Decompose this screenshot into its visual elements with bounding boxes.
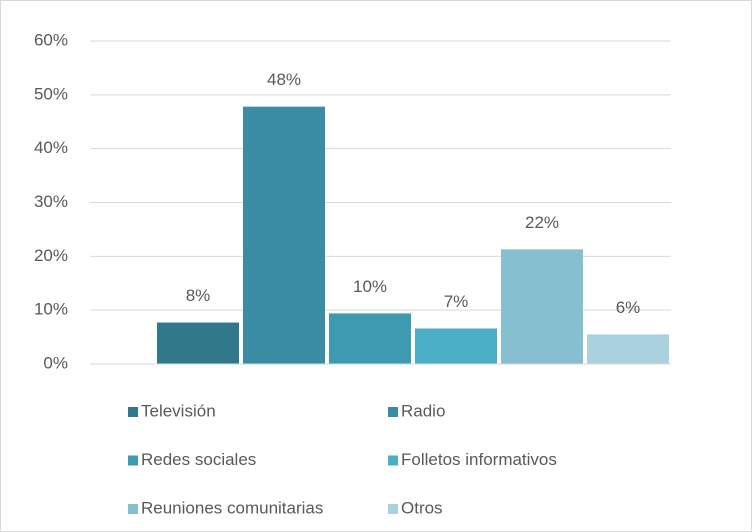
y-tick-label: 60% bbox=[34, 30, 68, 49]
legend-swatch bbox=[128, 504, 138, 514]
legend-swatch bbox=[128, 455, 138, 466]
data-label: 8% bbox=[186, 286, 211, 305]
bar bbox=[587, 334, 669, 364]
legend-label: Televisión bbox=[141, 401, 216, 420]
bar bbox=[329, 313, 411, 364]
legend-label: Folletos informativos bbox=[401, 450, 557, 469]
legend-label: Otros bbox=[401, 498, 443, 517]
legend-label: Radio bbox=[401, 401, 445, 420]
data-label: 48% bbox=[267, 70, 301, 89]
legend-label: Redes sociales bbox=[141, 450, 256, 469]
data-label: 22% bbox=[525, 213, 559, 232]
legend-swatch bbox=[128, 407, 138, 417]
legend-swatch bbox=[388, 504, 398, 514]
bar bbox=[157, 322, 239, 364]
data-label: 6% bbox=[616, 298, 641, 317]
legend-swatch bbox=[388, 455, 398, 466]
y-tick-label: 0% bbox=[43, 353, 68, 372]
legend-label: Reuniones comunitarias bbox=[141, 498, 323, 517]
bar bbox=[415, 328, 497, 364]
y-tick-label: 40% bbox=[34, 138, 68, 157]
bar bbox=[501, 249, 583, 364]
y-tick-label: 10% bbox=[34, 300, 68, 319]
legend-swatch bbox=[388, 407, 398, 417]
y-tick-label: 50% bbox=[34, 84, 68, 103]
y-tick-label: 30% bbox=[34, 192, 68, 211]
bar bbox=[243, 106, 325, 364]
data-label: 7% bbox=[444, 292, 469, 311]
y-tick-label: 20% bbox=[34, 246, 68, 265]
data-label: 10% bbox=[353, 277, 387, 296]
